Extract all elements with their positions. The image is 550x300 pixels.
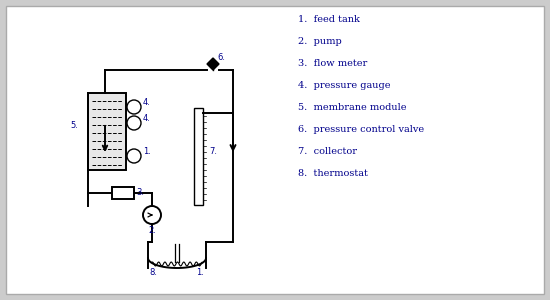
Bar	[112, 187, 134, 199]
Text: 5.: 5.	[70, 122, 78, 130]
Text: 2.: 2.	[148, 226, 156, 235]
Text: p: p	[132, 153, 136, 159]
Text: 7.  collector: 7. collector	[298, 147, 357, 156]
Circle shape	[127, 116, 141, 130]
Text: 6.: 6.	[217, 53, 225, 62]
Text: 1.: 1.	[196, 268, 204, 277]
Text: 5.  membrane module: 5. membrane module	[298, 103, 406, 112]
Text: 1.  feed tank: 1. feed tank	[298, 15, 360, 24]
Text: 7.: 7.	[209, 148, 217, 157]
Bar	[88, 93, 126, 170]
Text: 8.: 8.	[149, 268, 157, 277]
Text: 4.  pressure gauge: 4. pressure gauge	[298, 81, 390, 90]
Circle shape	[127, 149, 141, 163]
Text: 2.  pump: 2. pump	[298, 37, 342, 46]
Text: 3.  flow meter: 3. flow meter	[298, 59, 367, 68]
Circle shape	[127, 100, 141, 114]
Text: 6.  pressure control valve: 6. pressure control valve	[298, 125, 424, 134]
Text: 4.: 4.	[143, 114, 151, 123]
Bar	[194, 108, 203, 205]
Circle shape	[143, 206, 161, 224]
Text: 1.: 1.	[143, 147, 151, 156]
Text: 3.: 3.	[136, 188, 144, 197]
Polygon shape	[207, 58, 219, 70]
Text: p: p	[132, 120, 136, 126]
Text: p: p	[132, 104, 136, 110]
Text: 8.  thermostat: 8. thermostat	[298, 169, 368, 178]
Text: 4.: 4.	[143, 98, 151, 107]
